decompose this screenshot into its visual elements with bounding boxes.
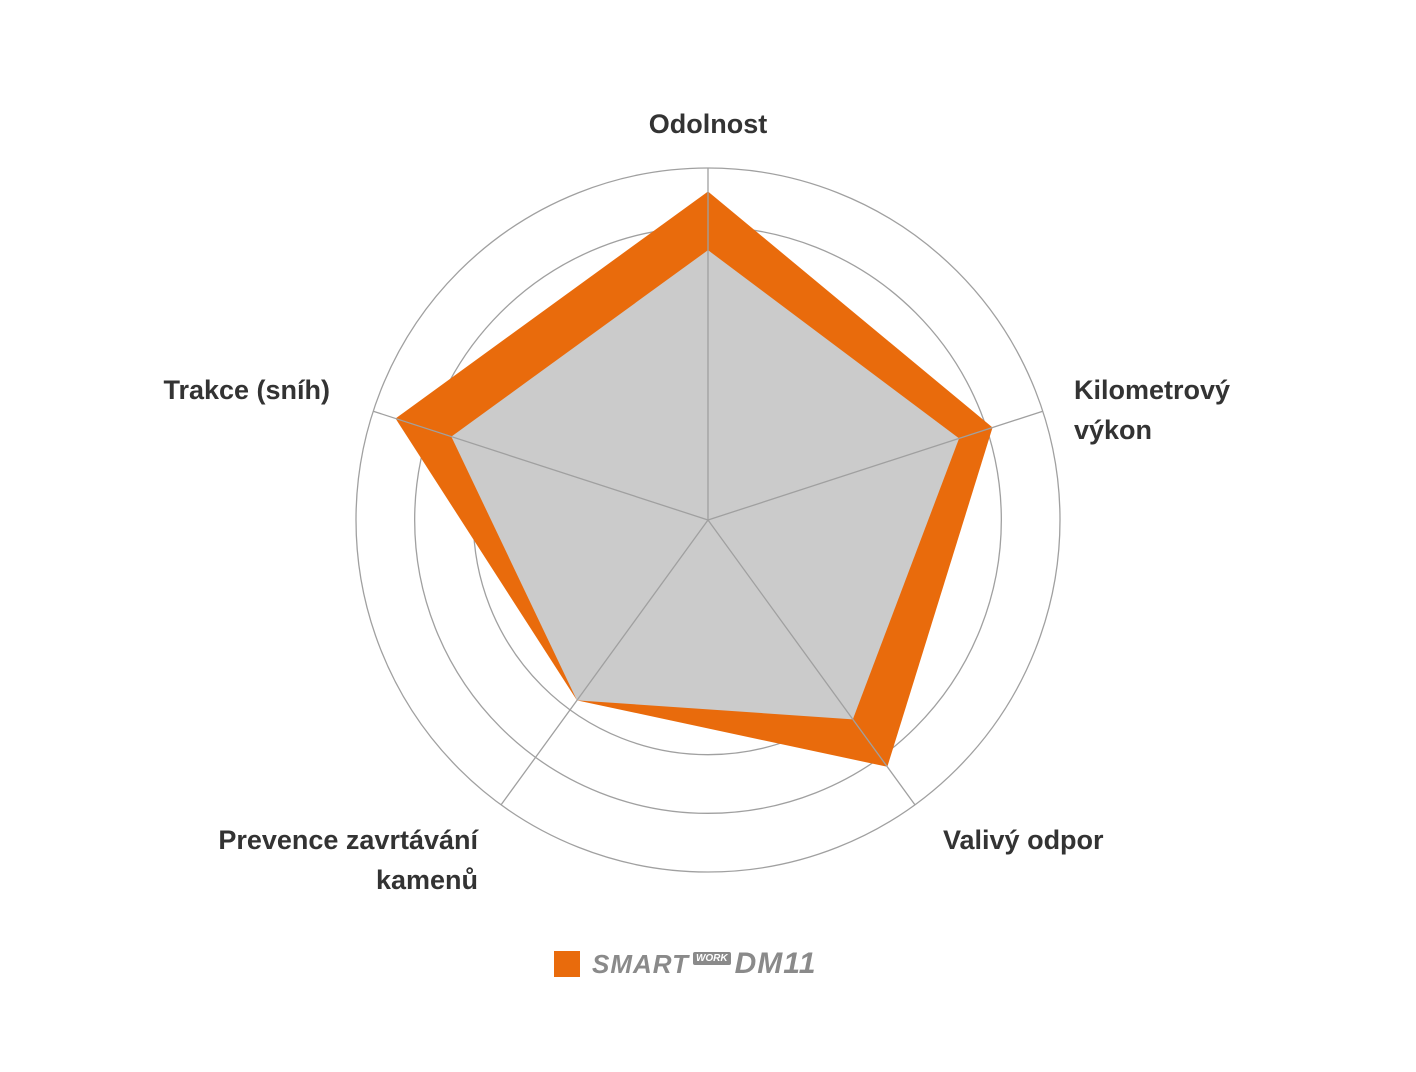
axis-label-line: výkon xyxy=(1074,415,1153,445)
axis-label-line: Prevence zavrtávání xyxy=(218,825,478,855)
chart-legend: SMART WORK DM11 xyxy=(554,944,816,984)
axis-label-line: Kilometrový xyxy=(1074,375,1231,405)
axis-spoke xyxy=(707,519,916,806)
axis-label-line: Odolnost xyxy=(648,109,768,139)
legend-badge: WORK xyxy=(692,951,731,965)
legend-logo: SMART WORK DM11 xyxy=(592,947,816,981)
axis-label-odolnost: Odolnost xyxy=(508,104,908,144)
axis-label-prevence-zavrtavani: Prevence zavrtávání kamenů xyxy=(78,820,478,900)
series-polygon-inner xyxy=(451,250,960,720)
axis-label-trakce-snih: Trakce (sníh) xyxy=(30,370,330,410)
axis-spoke xyxy=(500,519,709,806)
axis-label-line: Trakce (sníh) xyxy=(163,375,330,405)
legend-model: DM11 xyxy=(734,947,817,980)
axis-label-kilometrovy-vykon: Kilometrový výkon xyxy=(1074,370,1230,450)
axis-spoke xyxy=(373,410,709,521)
axis-label-line: kamenů xyxy=(375,865,478,895)
radar-series xyxy=(395,191,993,767)
axis-label-valivy-odpor: Valivý odpor xyxy=(943,820,1104,860)
legend-swatch xyxy=(554,951,580,977)
legend-brand: SMART xyxy=(592,948,689,979)
radar-spokes xyxy=(373,168,1043,806)
axis-spoke xyxy=(707,410,1043,521)
axis-label-line: Valivý odpor xyxy=(943,825,1104,855)
